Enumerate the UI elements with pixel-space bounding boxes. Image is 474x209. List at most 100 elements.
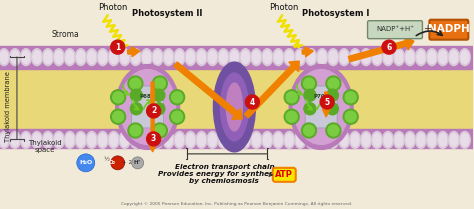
Ellipse shape xyxy=(185,131,196,148)
Ellipse shape xyxy=(219,133,228,146)
Ellipse shape xyxy=(77,133,85,146)
Ellipse shape xyxy=(121,51,128,64)
Circle shape xyxy=(304,103,316,115)
Ellipse shape xyxy=(329,51,337,64)
Circle shape xyxy=(130,125,141,136)
Circle shape xyxy=(284,109,299,124)
Ellipse shape xyxy=(20,49,31,66)
Circle shape xyxy=(286,111,297,122)
Ellipse shape xyxy=(229,131,240,148)
Ellipse shape xyxy=(163,131,174,148)
Ellipse shape xyxy=(384,51,392,64)
Text: 2: 2 xyxy=(151,106,156,116)
Circle shape xyxy=(320,95,334,109)
Ellipse shape xyxy=(251,131,262,148)
Ellipse shape xyxy=(109,133,118,146)
Ellipse shape xyxy=(284,49,295,66)
Text: NADPH: NADPH xyxy=(428,24,470,34)
Ellipse shape xyxy=(404,49,415,66)
Ellipse shape xyxy=(240,131,251,148)
Circle shape xyxy=(170,90,184,105)
Ellipse shape xyxy=(338,131,350,148)
Circle shape xyxy=(170,109,184,124)
Ellipse shape xyxy=(240,49,251,66)
Circle shape xyxy=(172,111,182,122)
Ellipse shape xyxy=(361,49,372,66)
Ellipse shape xyxy=(220,73,248,141)
Ellipse shape xyxy=(86,131,97,148)
Ellipse shape xyxy=(273,49,284,66)
Ellipse shape xyxy=(406,51,414,64)
Circle shape xyxy=(130,78,141,89)
Ellipse shape xyxy=(317,131,328,148)
Ellipse shape xyxy=(174,131,185,148)
Ellipse shape xyxy=(22,51,30,64)
Ellipse shape xyxy=(372,131,383,148)
Ellipse shape xyxy=(174,49,185,66)
Text: + 2: + 2 xyxy=(122,160,132,165)
Ellipse shape xyxy=(218,131,229,148)
Circle shape xyxy=(130,103,142,115)
Ellipse shape xyxy=(361,131,372,148)
Ellipse shape xyxy=(461,133,469,146)
Ellipse shape xyxy=(372,49,383,66)
Ellipse shape xyxy=(264,51,271,64)
Ellipse shape xyxy=(417,51,425,64)
Ellipse shape xyxy=(351,133,359,146)
Ellipse shape xyxy=(11,133,19,146)
Ellipse shape xyxy=(55,133,63,146)
Ellipse shape xyxy=(55,51,63,64)
Ellipse shape xyxy=(99,51,107,64)
Ellipse shape xyxy=(9,131,20,148)
Ellipse shape xyxy=(383,49,393,66)
Ellipse shape xyxy=(154,51,162,64)
Ellipse shape xyxy=(384,133,392,146)
Text: Thylakoid
space: Thylakoid space xyxy=(28,140,62,153)
Text: Copyright © 2005 Pearson Education, Inc. Publishing as Pearson Benjamin Cummings: Copyright © 2005 Pearson Education, Inc.… xyxy=(121,202,352,206)
FancyBboxPatch shape xyxy=(305,86,337,128)
Ellipse shape xyxy=(11,51,19,64)
Text: 3: 3 xyxy=(151,134,156,143)
Ellipse shape xyxy=(415,49,427,66)
Ellipse shape xyxy=(88,51,96,64)
Ellipse shape xyxy=(307,133,315,146)
Ellipse shape xyxy=(0,131,9,148)
Ellipse shape xyxy=(42,49,54,66)
Ellipse shape xyxy=(318,51,326,64)
Ellipse shape xyxy=(31,131,42,148)
Ellipse shape xyxy=(306,49,317,66)
Ellipse shape xyxy=(459,49,470,66)
Ellipse shape xyxy=(293,70,349,144)
Ellipse shape xyxy=(66,51,74,64)
Ellipse shape xyxy=(274,133,283,146)
Circle shape xyxy=(111,40,125,54)
Text: Photon: Photon xyxy=(270,3,299,12)
Ellipse shape xyxy=(264,133,271,146)
Ellipse shape xyxy=(252,133,260,146)
Ellipse shape xyxy=(289,65,353,149)
Ellipse shape xyxy=(164,51,173,64)
Circle shape xyxy=(110,109,126,124)
FancyArrow shape xyxy=(128,47,140,57)
Ellipse shape xyxy=(141,131,152,148)
Text: Thylakoid membrane: Thylakoid membrane xyxy=(5,71,11,142)
Text: H⁺: H⁺ xyxy=(134,160,141,165)
Ellipse shape xyxy=(86,49,97,66)
Circle shape xyxy=(132,157,144,169)
Ellipse shape xyxy=(99,133,107,146)
Ellipse shape xyxy=(406,133,414,146)
Ellipse shape xyxy=(229,49,240,66)
Circle shape xyxy=(286,92,297,103)
Ellipse shape xyxy=(450,133,458,146)
Ellipse shape xyxy=(439,51,447,64)
Text: P700: P700 xyxy=(313,93,329,98)
Circle shape xyxy=(130,89,142,101)
Ellipse shape xyxy=(273,131,284,148)
Ellipse shape xyxy=(262,49,273,66)
Ellipse shape xyxy=(285,51,293,64)
Ellipse shape xyxy=(427,131,438,148)
Text: O₂: O₂ xyxy=(109,160,116,165)
Text: Photosystem II: Photosystem II xyxy=(132,9,203,18)
Ellipse shape xyxy=(461,51,469,64)
Circle shape xyxy=(155,125,165,136)
